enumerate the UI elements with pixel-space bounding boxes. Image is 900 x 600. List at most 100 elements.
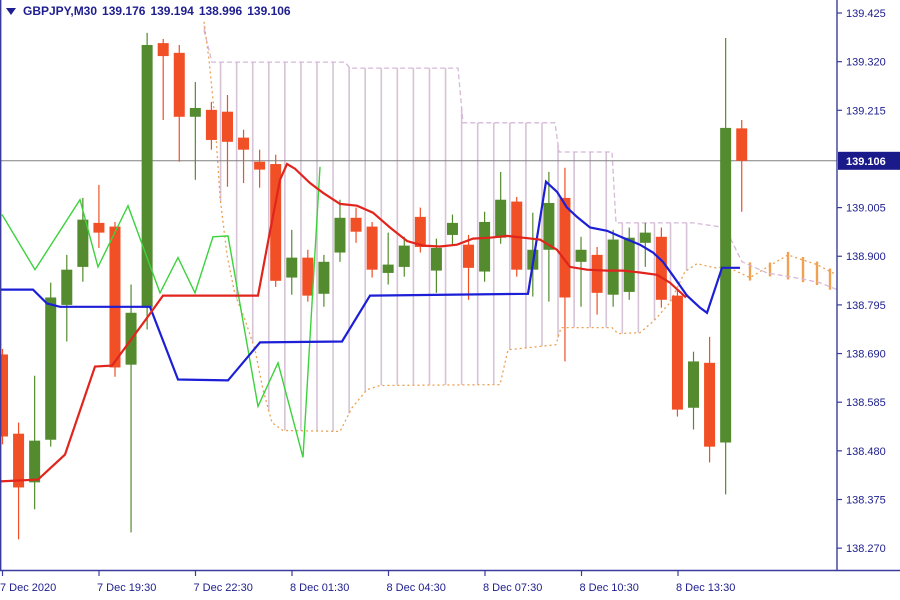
candle-body [141, 44, 153, 308]
candle [334, 199, 346, 262]
candle [302, 249, 314, 302]
candle [366, 221, 378, 278]
price-axis-label: 138.900 [846, 251, 886, 263]
price-axis-label: 139.215 [846, 105, 886, 117]
candle [575, 236, 587, 307]
candle [639, 222, 651, 267]
price-axis-label: 139.320 [846, 57, 886, 69]
price-axis-label: 138.375 [846, 494, 886, 506]
price-axis-label: 138.690 [846, 349, 886, 361]
price-axis-panel[interactable]: 139.425 139.320 139.215 139.005 138.900 138.7… [837, 8, 886, 555]
candle [398, 236, 410, 277]
senkou-span-b-line [203, 21, 838, 433]
candle-body [0, 354, 8, 437]
ichimoku-cloud-hatch [203, 25, 688, 432]
candle-body [45, 297, 57, 440]
candle [720, 38, 732, 495]
time-axis-label: 7 Dec 19:30 [97, 582, 156, 594]
candle-body [221, 111, 233, 142]
candle-body [286, 257, 298, 278]
candle-body [205, 109, 217, 140]
time-axis-label: 8 Dec 13:30 [676, 582, 735, 594]
candle [655, 227, 667, 308]
chart-title: GBPJPY,M30 139.176 139.194 138.996 139.1… [6, 4, 296, 18]
candle-body [479, 221, 491, 272]
candle [495, 171, 507, 244]
chikou-span-line [1, 166, 321, 458]
candle-body [575, 249, 587, 262]
candle-body [109, 226, 121, 368]
time-axis-label: 8 Dec 07:30 [483, 582, 542, 594]
candle [591, 246, 603, 315]
candle [286, 229, 298, 295]
candle-body [511, 201, 523, 270]
candle-body [736, 128, 748, 161]
time-axis-label: 8 Dec 10:30 [580, 582, 639, 594]
candle [270, 154, 282, 287]
candle [221, 95, 233, 187]
candle [704, 336, 716, 463]
candle-body [720, 127, 732, 443]
candle-body [61, 269, 73, 305]
candle-body [350, 217, 362, 232]
candle [607, 229, 619, 307]
candle-body [157, 43, 169, 57]
candle [189, 82, 201, 180]
candle [45, 282, 57, 447]
bid-price-tag-label: 139.106 [846, 156, 886, 168]
symbol-dropdown-icon[interactable] [6, 8, 16, 15]
candle [430, 238, 442, 293]
bid-price-tag-bg [838, 151, 900, 170]
candles-layer [0, 32, 748, 540]
ohlc-open: 139.176 [102, 4, 146, 18]
candle [29, 375, 41, 510]
candle [238, 129, 250, 184]
candle [671, 290, 683, 417]
time-axis-label: 8 Dec 01:30 [290, 582, 349, 594]
price-axis-label: 138.480 [846, 446, 886, 458]
price-axis-label: 138.795 [846, 300, 886, 312]
candle-body [639, 232, 651, 243]
candle-body [302, 257, 314, 296]
senkou-span-a-line [203, 29, 838, 291]
tenkan-sen-line [0, 162, 687, 483]
time-axis-panel[interactable]: 7 Dec 2020 7 Dec 19:30 7 Dec 22:30 8 Dec 01… [0, 570, 735, 594]
candle [463, 234, 475, 300]
kijun-sen-line [0, 179, 740, 382]
candle [479, 211, 491, 282]
candle-body [623, 237, 635, 292]
candle-body [559, 197, 571, 298]
price-axis-label: 139.425 [846, 8, 886, 20]
candle-body [189, 107, 201, 117]
candle-body [334, 217, 346, 253]
ohlc-close: 139.106 [247, 4, 291, 18]
price-axis-label: 138.270 [846, 543, 886, 555]
candle-body [543, 202, 555, 250]
candle-body [77, 219, 89, 267]
candle-body [704, 362, 716, 447]
candle-body [463, 244, 475, 268]
candle [736, 120, 748, 212]
candle [141, 32, 153, 330]
candle [61, 254, 73, 342]
candle-body [591, 254, 603, 293]
candle [543, 171, 555, 302]
candle [93, 184, 105, 248]
candle [205, 101, 217, 150]
ohlc-low: 138.996 [198, 4, 243, 18]
candle-body [366, 226, 378, 270]
candle-body [254, 161, 266, 170]
candle-body [607, 239, 619, 295]
candle-body [318, 261, 330, 294]
candle-body [655, 236, 667, 300]
candle [559, 167, 571, 362]
candle [157, 38, 169, 121]
candle [0, 348, 8, 445]
candle-body [446, 222, 458, 235]
candle [382, 232, 394, 285]
chart-symbol-period: GBPJPY,M30 [23, 4, 98, 18]
candle [318, 254, 330, 307]
